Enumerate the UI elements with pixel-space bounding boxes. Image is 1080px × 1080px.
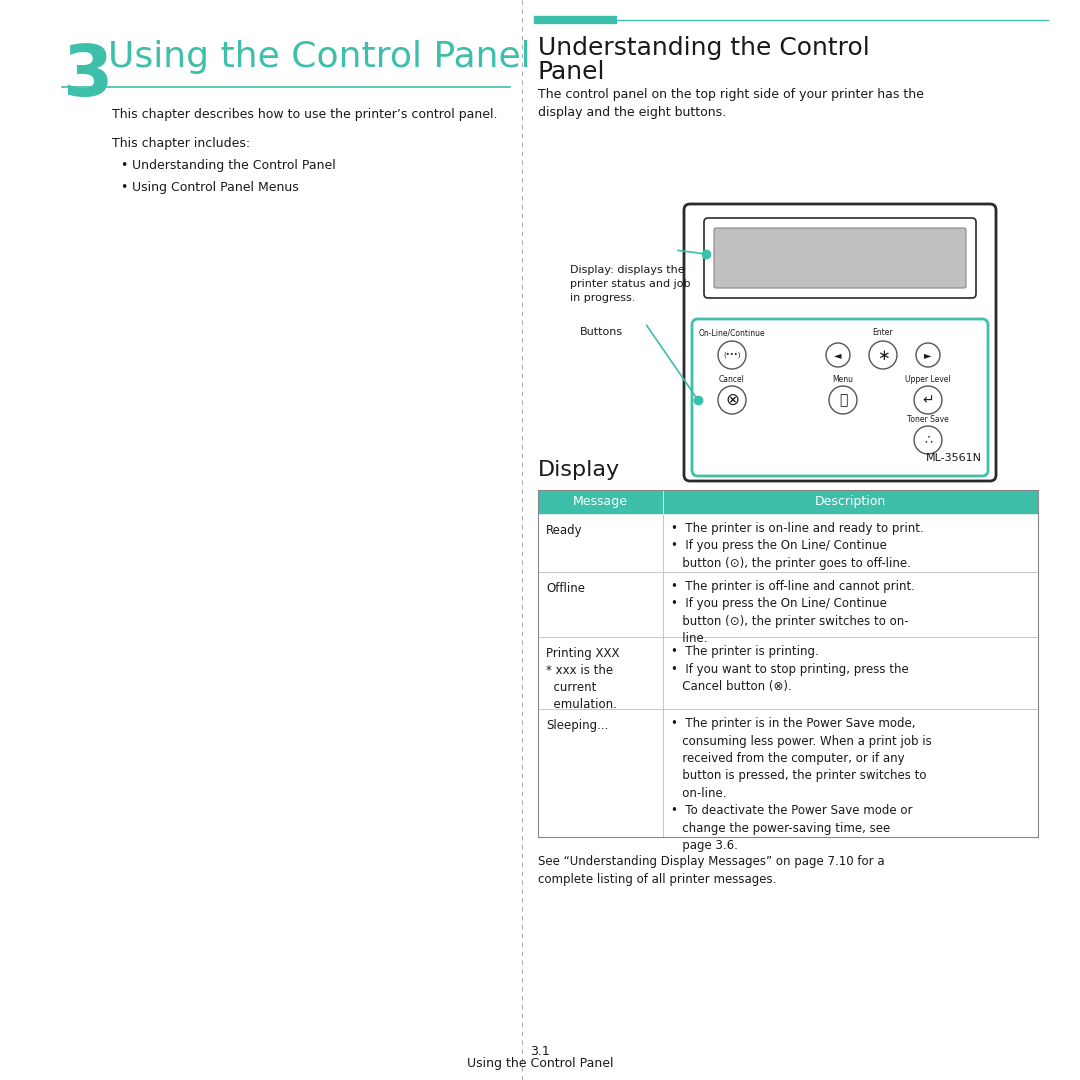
Bar — [663, 514, 1038, 572]
Text: •  The printer is off-line and cannot print.
•  If you press the On Line/ Contin: • The printer is off-line and cannot pri… — [671, 580, 915, 646]
Text: •: • — [120, 181, 127, 194]
Text: •: • — [120, 159, 127, 172]
Text: ∴: ∴ — [924, 433, 932, 446]
Bar — [538, 637, 663, 708]
Text: Cancel: Cancel — [719, 375, 745, 384]
Text: ◄: ◄ — [834, 350, 841, 360]
Bar — [538, 490, 663, 514]
Text: 3: 3 — [62, 42, 112, 111]
Text: The control panel on the top right side of your printer has the
display and the : The control panel on the top right side … — [538, 87, 923, 119]
Text: ↵: ↵ — [922, 393, 934, 407]
Circle shape — [718, 386, 746, 414]
Text: (•••): (•••) — [724, 352, 741, 359]
Text: Understanding the Control Panel: Understanding the Control Panel — [132, 159, 336, 172]
Text: Panel: Panel — [538, 60, 606, 84]
Bar — [538, 572, 663, 637]
Circle shape — [826, 343, 850, 367]
Text: •  The printer is in the Power Save mode,
   consuming less power. When a print : • The printer is in the Power Save mode,… — [671, 717, 932, 852]
Text: ∗: ∗ — [877, 348, 889, 363]
FancyBboxPatch shape — [684, 204, 996, 481]
FancyBboxPatch shape — [692, 319, 988, 476]
Text: Offline: Offline — [546, 582, 585, 595]
Text: Using Control Panel Menus: Using Control Panel Menus — [132, 181, 299, 194]
Text: Toner Save: Toner Save — [907, 415, 949, 424]
Circle shape — [916, 343, 940, 367]
Text: ►: ► — [924, 350, 932, 360]
Circle shape — [718, 341, 746, 369]
Bar — [663, 572, 1038, 637]
Bar — [663, 490, 1038, 514]
Bar — [663, 637, 1038, 708]
Text: Buttons: Buttons — [580, 327, 623, 337]
Text: Menu: Menu — [833, 375, 853, 384]
Text: See “Understanding Display Messages” on page 7.10 for a
complete listing of all : See “Understanding Display Messages” on … — [538, 855, 885, 886]
Bar — [663, 708, 1038, 837]
Text: This chapter includes:: This chapter includes: — [112, 137, 251, 150]
Text: Understanding the Control: Understanding the Control — [538, 36, 869, 60]
Circle shape — [914, 426, 942, 454]
Text: Using the Control Panel: Using the Control Panel — [467, 1057, 613, 1070]
FancyBboxPatch shape — [714, 228, 966, 288]
Text: On-Line/Continue: On-Line/Continue — [699, 328, 766, 337]
Bar — [538, 490, 1038, 837]
Text: Enter: Enter — [873, 328, 893, 337]
Text: 3.1: 3.1 — [530, 1045, 550, 1058]
Text: Using the Control Panel: Using the Control Panel — [108, 40, 530, 75]
Circle shape — [869, 341, 897, 369]
Text: Display: displays the
printer status and job
in progress.: Display: displays the printer status and… — [570, 265, 690, 303]
Text: ⊗: ⊗ — [725, 391, 739, 409]
Circle shape — [914, 386, 942, 414]
Text: Description: Description — [815, 496, 886, 509]
Text: Sleeping...: Sleeping... — [546, 719, 608, 732]
FancyBboxPatch shape — [704, 218, 976, 298]
Bar — [538, 708, 663, 837]
Text: Message: Message — [573, 496, 627, 509]
Text: Ready: Ready — [546, 524, 582, 537]
Text: ML-3561N: ML-3561N — [926, 453, 982, 463]
Text: Printing XXX
* xxx is the
  current
  emulation.: Printing XXX * xxx is the current emulat… — [546, 647, 620, 711]
Text: Upper Level: Upper Level — [905, 375, 950, 384]
Bar — [538, 514, 663, 572]
Circle shape — [829, 386, 858, 414]
Text: •  The printer is printing.
•  If you want to stop printing, press the
   Cancel: • The printer is printing. • If you want… — [671, 645, 908, 693]
Text: Display: Display — [538, 460, 620, 480]
Text: This chapter describes how to use the printer’s control panel.: This chapter describes how to use the pr… — [112, 108, 498, 121]
Text: •  The printer is on-line and ready to print.
•  If you press the On Line/ Conti: • The printer is on-line and ready to pr… — [671, 522, 923, 570]
Text: ⎙: ⎙ — [839, 393, 847, 407]
